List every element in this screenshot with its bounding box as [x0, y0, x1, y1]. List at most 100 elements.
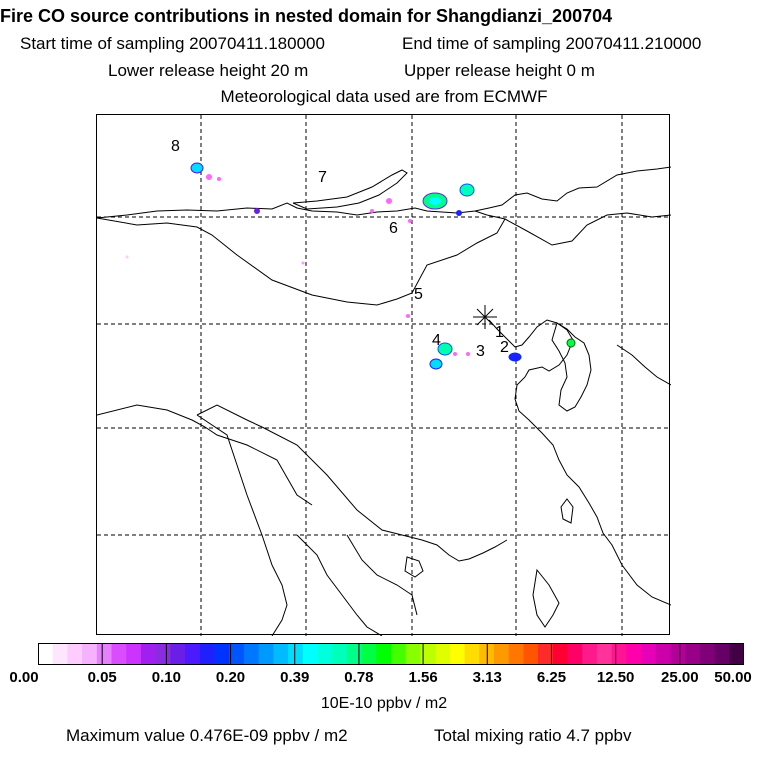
colorbar-swatch: [508, 643, 524, 665]
plume-trace: [125, 255, 129, 259]
china-south-coast: [401, 534, 508, 562]
plot-title: Fire CO source contributions in nested d…: [0, 6, 613, 26]
china-northeast-border: [504, 212, 671, 246]
colorbar-swatch: [229, 643, 245, 665]
plume-4-south: [429, 358, 443, 370]
colorbar-swatch: [582, 643, 598, 665]
colorbar-swatch: [82, 643, 98, 665]
colorbar-swatch: [567, 643, 583, 665]
colorbar-tick-label: 0.00: [9, 669, 39, 686]
colorbar-swatch: [449, 643, 466, 665]
colorbar-swatch: [258, 643, 274, 665]
colorbar-swatch: [67, 643, 83, 665]
colorbar-svg: [38, 643, 745, 665]
colorbar-tick-label: 3.13: [472, 669, 502, 686]
max-value-label: Maximum value 0.476E-09 ppbv / m2: [66, 726, 348, 745]
colorbar-swatch: [288, 643, 304, 665]
asterisk-marker: [473, 305, 497, 329]
colorbar-ticks: 0.00 0.05 0.10 0.20 0.39 0.78 1.56 3.13 6.25 12.5…: [0, 669, 768, 689]
colorbar-border: [38, 643, 744, 665]
colorbar-swatch: [493, 643, 510, 665]
map-panel: 1 2 3 4 5 6 7 8: [96, 114, 671, 636]
units-label: 10E-10 ppbv / m2: [320, 695, 448, 712]
colorbar-swatch: [346, 643, 363, 665]
colorbar-swatch: [332, 643, 348, 665]
colorbar-swatch: [729, 643, 745, 665]
colorbar-swatch: [140, 643, 157, 665]
colorbar-swatch: [641, 643, 657, 665]
colorbar-swatch: [111, 643, 127, 665]
plume-4-trace: [453, 352, 457, 356]
colorbar-tick-label: 6.25: [536, 669, 567, 686]
plume-2: [508, 352, 522, 362]
japan-coast: [616, 344, 671, 386]
plume-6-core: [429, 197, 441, 205]
colorbar-swatch: [611, 643, 627, 665]
colorbar-swatch: [464, 643, 480, 665]
plume-3-trace: [466, 352, 470, 356]
colorbar-tick-label: 0.78: [344, 669, 374, 686]
colorbar-swatch: [361, 643, 377, 665]
upper-release-height-label: Upper release height 0 m: [404, 61, 595, 80]
colorbar-swatch: [243, 643, 260, 665]
indochina: [196, 414, 418, 636]
lake-baikal: [292, 169, 408, 210]
colorbar-swatch: [317, 643, 333, 665]
lower-release-height-label: Lower release height 20 m: [108, 61, 309, 80]
region-label-2: 2: [500, 339, 509, 356]
plume-8-trace: [254, 208, 260, 214]
colorbar-tick-label: 12.50: [596, 669, 635, 686]
colorbar-tick-label: 0.05: [87, 669, 117, 686]
plume-trace: [301, 261, 305, 265]
colorbar-swatch: [699, 643, 716, 665]
colorbar-swatch: [552, 643, 569, 665]
region-label-5: 5: [414, 286, 423, 303]
plume-6-trace: [370, 209, 374, 213]
colorbar-tick-label: 0.10: [151, 669, 181, 686]
colorbar: [38, 643, 745, 665]
colorbar-swatch: [302, 643, 319, 665]
colorbar-swatch: [405, 643, 422, 665]
colorbar-tick-label: 0.20: [215, 669, 246, 686]
mainland-border: [196, 404, 403, 536]
plume-8: [190, 162, 204, 174]
meteorological-data-label: Meteorological data used are from ECMWF: [220, 87, 548, 106]
colorbar-swatch: [685, 643, 701, 665]
plume-5-trace: [406, 314, 410, 318]
colorbar-swatch: [126, 643, 142, 665]
philippines: [532, 568, 560, 628]
colorbar-swatch: [596, 643, 613, 665]
colorbar-swatch: [155, 643, 171, 665]
plume-8-trace: [217, 177, 221, 181]
colorbar-tick-label: 25.00: [661, 669, 699, 686]
colorbar-tick-label: 0.39: [280, 669, 310, 686]
region-label-3: 3: [476, 343, 485, 360]
region-labels: 1 2 3 4 5 6 7 8: [171, 138, 509, 360]
mongolia-border: [97, 210, 506, 306]
region-label-7: 7: [318, 169, 327, 186]
total-mixing-ratio-label: Total mixing ratio 4.7 ppbv: [434, 726, 632, 745]
end-time-label: End time of sampling 20070411.210000: [402, 34, 702, 53]
colorbar-swatch: [435, 643, 451, 665]
colorbar-swatch: [655, 643, 672, 665]
map-canvas: 1 2 3 4 5 6 7 8: [97, 115, 671, 636]
colorbar-swatch: [170, 643, 186, 665]
colorbar-swatch: [52, 643, 69, 665]
china-west-border: [97, 404, 313, 506]
russia-border: [97, 166, 671, 219]
hainan: [404, 556, 424, 578]
taiwan: [560, 498, 574, 524]
boundaries: [97, 166, 671, 636]
plume-korea: [566, 338, 576, 348]
colorbar-swatch: [420, 643, 436, 665]
plume-6-trace: [456, 210, 462, 216]
region-label-8: 8: [171, 138, 180, 155]
plume-8-trace: [206, 174, 212, 180]
plume-6-trace: [386, 198, 392, 204]
plume-4: [437, 342, 453, 356]
region-label-4: 4: [432, 332, 441, 349]
start-time-label: Start time of sampling 20070411.180000: [20, 34, 325, 53]
colorbar-swatch: [38, 643, 54, 665]
plume-6-trace: [408, 219, 412, 223]
korea-peninsula: [551, 322, 592, 412]
